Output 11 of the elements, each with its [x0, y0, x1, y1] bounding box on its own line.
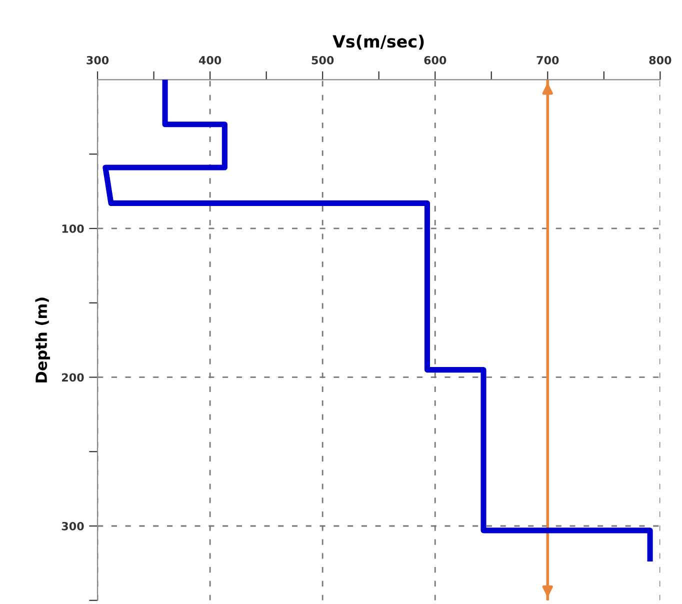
x-tick-label: 300 — [86, 56, 109, 64]
x-tick-label: 600 — [424, 56, 446, 64]
x-axis-title: Vs(m/sec) — [332, 34, 424, 50]
x-tick-label: 700 — [536, 56, 559, 64]
y-axis-title: Depth (m) — [35, 298, 50, 382]
x-tick-label: 800 — [649, 56, 672, 64]
x-tick-label: 400 — [198, 56, 222, 64]
y-tick-label: 100 — [62, 224, 84, 233]
y-tick-label: 200 — [62, 373, 84, 382]
y-tick-label: 300 — [62, 522, 84, 530]
x-tick-label: 500 — [312, 56, 334, 64]
